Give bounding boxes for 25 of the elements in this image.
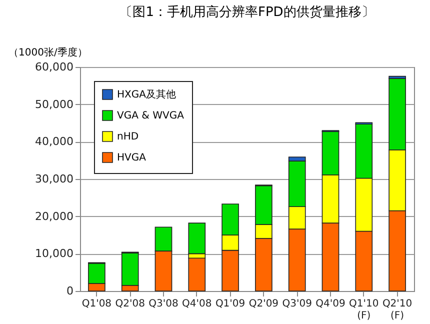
x-tick-label: Q2'08 bbox=[115, 298, 145, 310]
y-tick-label: 0 bbox=[66, 284, 74, 298]
x-tick-label: Q2'09 bbox=[248, 298, 279, 310]
chart-title: 〔图1：手机用高分辨率FPD的供货量推移〕 bbox=[120, 4, 374, 20]
legend-label: HVGA bbox=[117, 152, 146, 164]
y-tick-label: 10,000 bbox=[35, 247, 74, 260]
y-tick-label: 50,000 bbox=[35, 98, 74, 111]
legend-label: HXGA及其他 bbox=[117, 88, 176, 100]
legend-label: nHD bbox=[117, 132, 139, 142]
bar bbox=[188, 222, 206, 254]
x-tick-label: Q1'10 (F) bbox=[349, 298, 379, 322]
y-axis-title: （1000张/季度） bbox=[8, 46, 88, 58]
y-tick-label: 60,000 bbox=[35, 60, 74, 74]
x-tick-label: Q4'08 bbox=[182, 298, 212, 310]
y-tick-label: 20,000 bbox=[35, 210, 74, 223]
x-tick-label: Q1'08 bbox=[82, 298, 112, 310]
legend-label: VGA & WVGA bbox=[117, 110, 184, 122]
y-tick-label: 40,000 bbox=[35, 135, 74, 148]
x-tick-label: Q3'08 bbox=[148, 298, 178, 310]
x-tick-label: Q4'09 bbox=[316, 298, 346, 310]
x-tick-label: Q3'09 bbox=[282, 298, 312, 310]
bar bbox=[188, 258, 206, 292]
x-tick-label: Q1'09 bbox=[215, 298, 246, 310]
x-tick-label: Q2'10 (F) bbox=[382, 298, 412, 322]
y-tick-label: 30,000 bbox=[35, 172, 74, 186]
